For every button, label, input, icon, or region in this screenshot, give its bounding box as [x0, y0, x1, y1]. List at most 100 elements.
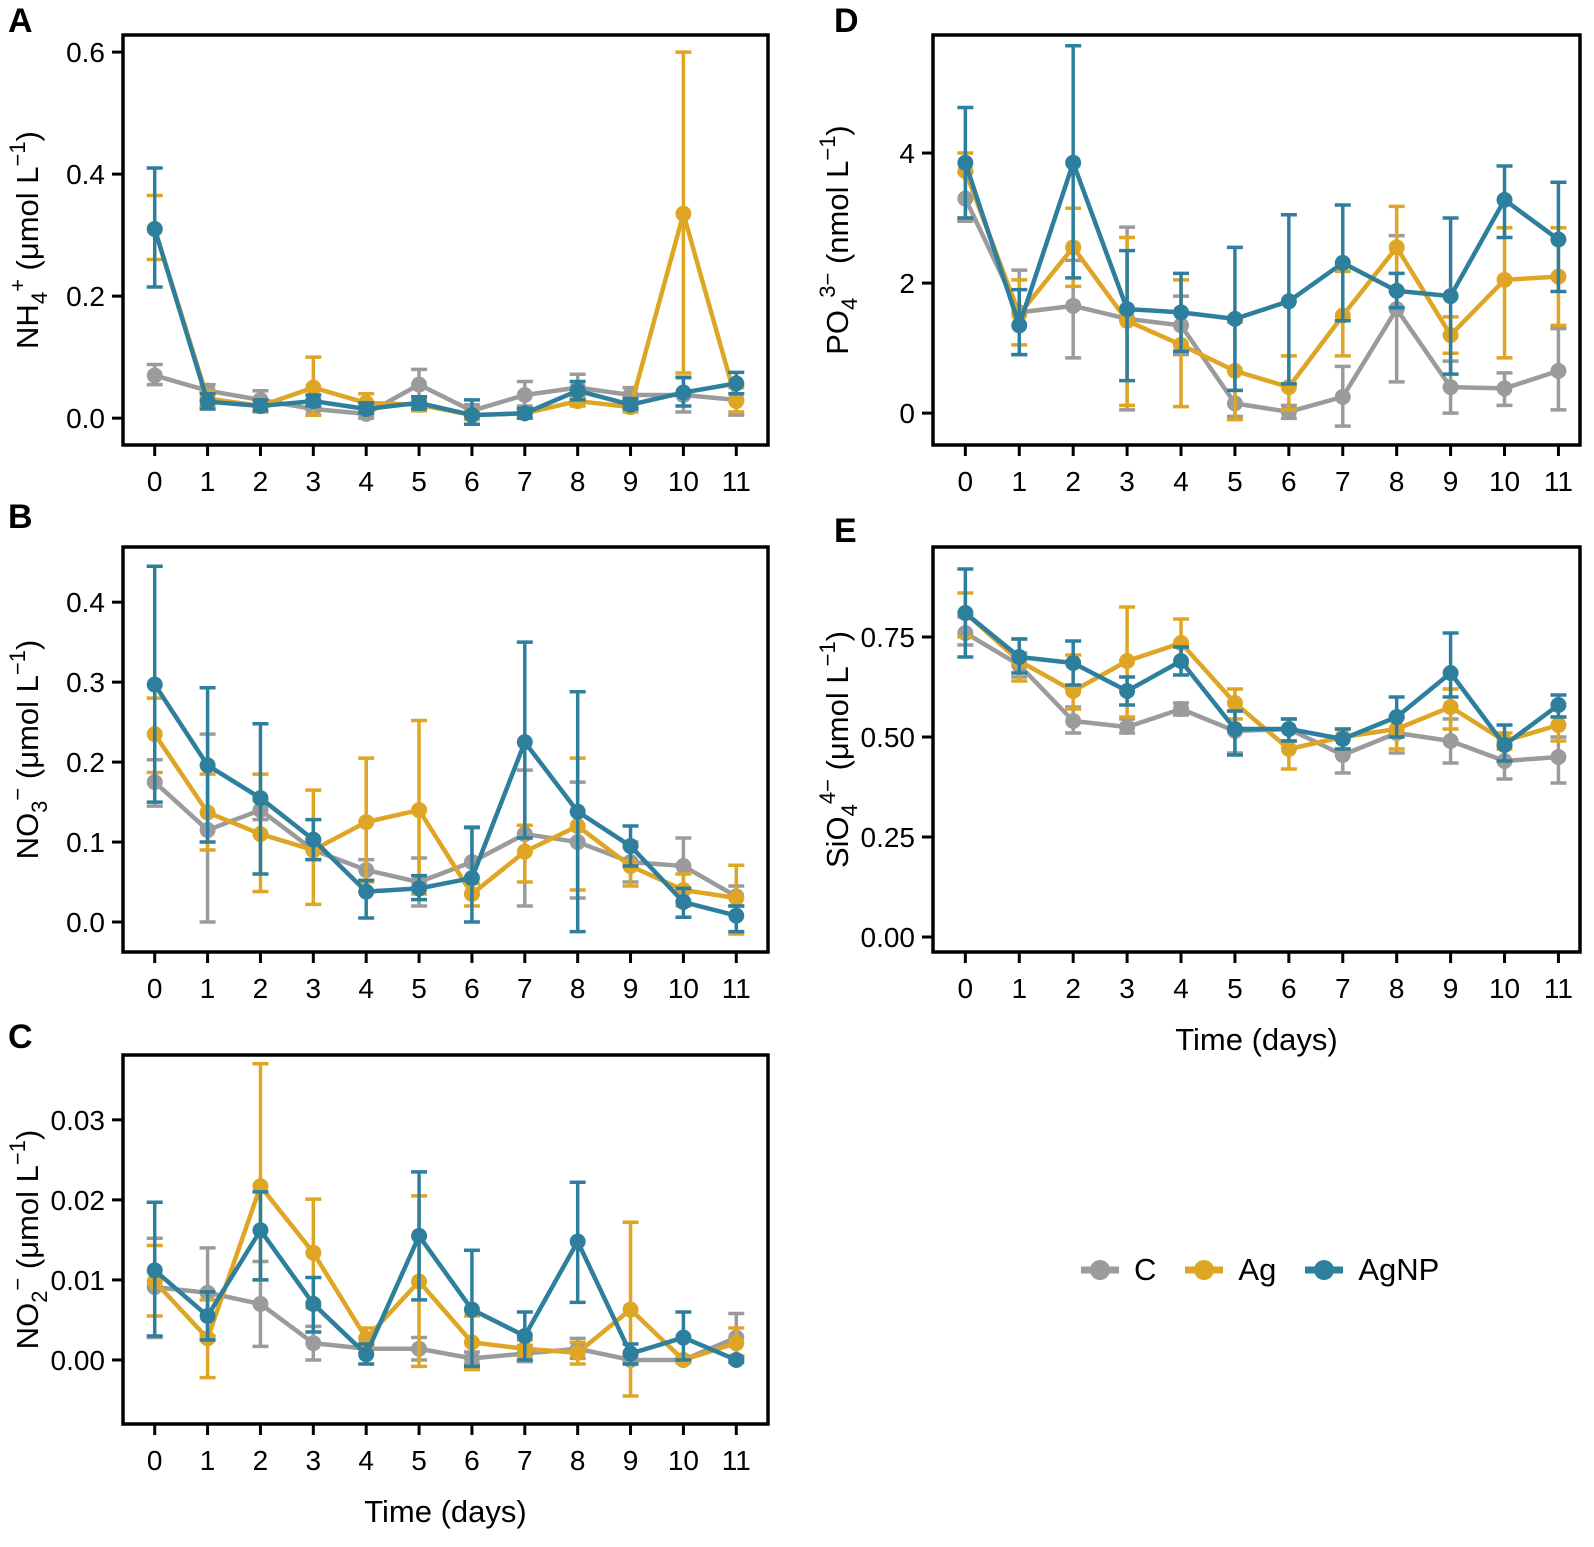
svg-text:7: 7	[517, 973, 533, 1000]
svg-text:4: 4	[358, 1445, 374, 1476]
svg-text:SiO44− (μmol L−1): SiO44− (μmol L−1)	[815, 631, 862, 868]
svg-text:6: 6	[1281, 466, 1297, 497]
svg-text:4: 4	[1173, 466, 1189, 497]
svg-text:11: 11	[1544, 973, 1573, 1004]
svg-text:10: 10	[668, 973, 699, 1000]
svg-text:0.03: 0.03	[51, 1105, 106, 1136]
svg-text:NO2− (μmol L−1): NO2− (μmol L−1)	[5, 1130, 52, 1350]
svg-text:10: 10	[1489, 466, 1520, 497]
svg-text:0.6: 0.6	[66, 37, 105, 68]
legend-marker-icon	[1185, 1260, 1224, 1280]
svg-text:10: 10	[1489, 973, 1520, 1004]
svg-text:0: 0	[899, 398, 915, 429]
svg-text:0.4: 0.4	[66, 159, 105, 190]
svg-text:1: 1	[200, 466, 216, 497]
svg-text:NH4+ (μmol L−1): NH4+ (μmol L−1)	[5, 131, 52, 349]
svg-text:2: 2	[1065, 973, 1081, 1004]
svg-text:0.00: 0.00	[861, 922, 916, 953]
svg-text:3: 3	[306, 466, 322, 497]
svg-text:0: 0	[958, 466, 974, 497]
svg-text:5: 5	[1227, 973, 1243, 1004]
panel-letter-c: C	[8, 1018, 33, 1056]
svg-text:5: 5	[411, 466, 427, 497]
svg-text:8: 8	[1389, 466, 1405, 497]
legend-label: AgNP	[1358, 1252, 1440, 1287]
svg-text:11: 11	[722, 973, 751, 1000]
svg-text:11: 11	[722, 466, 751, 497]
svg-text:0: 0	[958, 973, 974, 1004]
svg-text:0.1: 0.1	[66, 827, 105, 858]
svg-text:Time (days): Time (days)	[1175, 1022, 1337, 1057]
svg-text:6: 6	[464, 973, 480, 1000]
svg-text:2: 2	[253, 1445, 269, 1476]
legend-item-ag: Ag	[1182, 1252, 1276, 1288]
svg-text:1: 1	[200, 1445, 216, 1476]
svg-text:6: 6	[464, 1445, 480, 1476]
svg-text:6: 6	[464, 466, 480, 497]
svg-text:5: 5	[411, 1445, 427, 1476]
svg-text:NO3− (μmol L−1): NO3− (μmol L−1)	[5, 640, 52, 860]
panel-letter-d: D	[834, 2, 859, 40]
svg-text:9: 9	[623, 1445, 639, 1476]
svg-text:0.0: 0.0	[66, 403, 105, 434]
svg-text:9: 9	[623, 466, 639, 497]
svg-text:6: 6	[1281, 973, 1297, 1004]
svg-text:0.75: 0.75	[861, 622, 916, 653]
svg-text:2: 2	[899, 268, 915, 299]
svg-text:7: 7	[517, 1445, 533, 1476]
svg-text:3: 3	[1119, 973, 1135, 1004]
svg-text:1: 1	[200, 973, 216, 1000]
svg-text:11: 11	[722, 1445, 751, 1476]
chart-panel-b-no3: 0 1 2 3 4 5 6 7 8 9 10 11 0.0 0.1 0.2 0.3 0.4 NO3− (μmol …	[5, 545, 770, 1000]
svg-text:PO43− (nmol L−1): PO43− (nmol L−1)	[815, 125, 862, 355]
svg-text:11: 11	[1544, 466, 1573, 497]
legend: C Ag AgNP	[1078, 1252, 1439, 1288]
svg-text:8: 8	[570, 1445, 586, 1476]
svg-text:0.01: 0.01	[51, 1265, 106, 1296]
svg-text:9: 9	[1443, 973, 1459, 1004]
svg-text:0.2: 0.2	[66, 747, 105, 778]
svg-text:7: 7	[1335, 973, 1351, 1004]
svg-text:Time (days): Time (days)	[364, 1494, 526, 1529]
svg-text:4: 4	[899, 138, 915, 169]
svg-text:7: 7	[517, 466, 533, 497]
chart-panel-d-po4: 0 1 2 3 4 5 6 7 8 9 10 11 0 2 4 PO43− (nmol L−1)	[815, 33, 1582, 497]
legend-marker-icon	[1081, 1260, 1119, 1280]
svg-text:2: 2	[253, 973, 269, 1000]
legend-label: Ag	[1238, 1252, 1277, 1287]
svg-text:5: 5	[1227, 466, 1243, 497]
chart-panel-a-nh4: 0 1 2 3 4 5 6 7 8 9 10 11 0.0 0.2 0.4 0.6 NH4+ (μmol L−1…	[5, 33, 770, 497]
svg-text:4: 4	[358, 466, 374, 497]
svg-text:0.50: 0.50	[861, 722, 916, 753]
svg-text:0: 0	[147, 466, 163, 497]
svg-text:0: 0	[147, 1445, 163, 1476]
svg-text:4: 4	[1173, 973, 1189, 1004]
svg-text:4: 4	[358, 973, 374, 1000]
legend-item-c: C	[1078, 1252, 1156, 1288]
legend-label: C	[1134, 1252, 1157, 1287]
panel-letter-e: E	[834, 512, 857, 550]
svg-text:8: 8	[1389, 973, 1405, 1004]
legend-item-agnp: AgNP	[1302, 1252, 1439, 1288]
svg-text:7: 7	[1335, 466, 1351, 497]
svg-text:2: 2	[253, 466, 269, 497]
svg-text:0.02: 0.02	[51, 1185, 106, 1216]
panel-letter-a: A	[8, 2, 33, 40]
svg-text:0.25: 0.25	[861, 822, 916, 853]
svg-text:0.00: 0.00	[51, 1345, 106, 1376]
svg-text:0.0: 0.0	[66, 907, 105, 938]
svg-text:5: 5	[411, 973, 427, 1000]
svg-text:9: 9	[1443, 466, 1459, 497]
svg-text:3: 3	[1119, 466, 1135, 497]
panel-letter-b: B	[8, 498, 33, 536]
svg-text:3: 3	[306, 973, 322, 1000]
svg-text:0: 0	[147, 973, 163, 1000]
svg-text:10: 10	[668, 1445, 699, 1476]
svg-text:9: 9	[623, 973, 639, 1000]
svg-text:0.2: 0.2	[66, 281, 105, 312]
svg-text:8: 8	[570, 973, 586, 1000]
svg-text:1: 1	[1011, 466, 1027, 497]
